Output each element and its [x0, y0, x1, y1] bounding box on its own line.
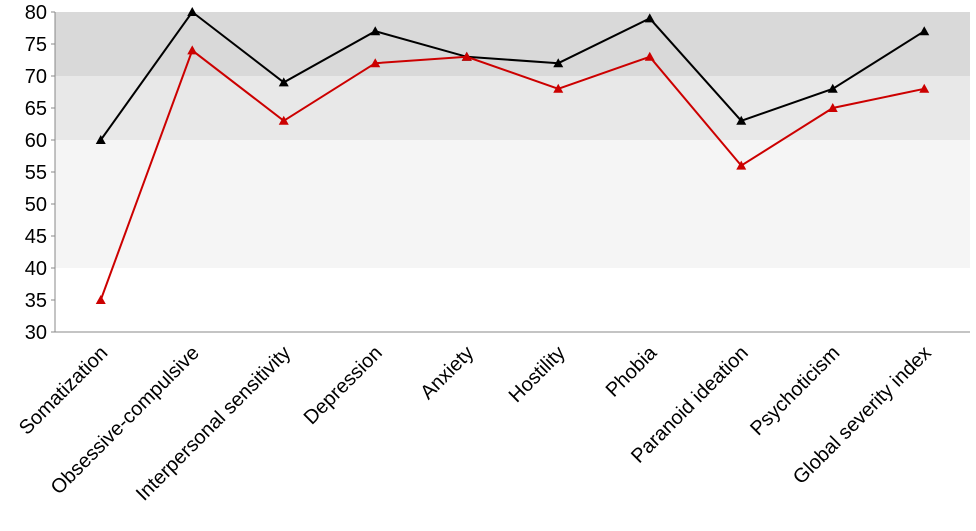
x-tick-label: Anxiety: [416, 342, 478, 404]
reference-band: [55, 76, 970, 140]
data-point: [919, 26, 930, 36]
y-tick-label: 55: [25, 162, 47, 184]
series-line: [99, 48, 925, 301]
data-point: [736, 115, 747, 125]
y-tick-label: 65: [25, 98, 47, 120]
data-point: [370, 26, 381, 36]
x-tick-label: Depression: [300, 342, 387, 429]
data-point: [95, 135, 106, 144]
y-tick-label: 50: [25, 194, 47, 216]
data-point: [644, 13, 655, 23]
data-point: [553, 58, 564, 68]
y-tick-label: 75: [25, 34, 47, 56]
y-tick-label: 80: [25, 2, 47, 24]
x-tick-label: Somatization: [15, 342, 112, 439]
x-tick-label: Phobia: [602, 341, 662, 401]
reference-band: [55, 140, 970, 268]
data-point: [827, 103, 838, 112]
data-point: [370, 58, 381, 68]
data-point: [644, 51, 655, 61]
series-line: [99, 10, 925, 141]
data-point: [278, 115, 289, 125]
data-point: [553, 83, 564, 93]
y-tick-label: 40: [25, 258, 47, 280]
data-point: [919, 83, 930, 93]
y-tick-label: 30: [25, 322, 47, 344]
x-tick-label: Interpersonal sensitivity: [132, 342, 295, 505]
x-tick-label: Hostility: [505, 342, 570, 407]
x-tick-label: Obsessive-compulsive: [47, 342, 204, 499]
data-point: [736, 160, 747, 170]
data-point: [461, 51, 472, 61]
data-point: [278, 77, 289, 87]
data-point: [187, 7, 198, 16]
reference-band: [55, 12, 970, 76]
y-tick-label: 60: [25, 130, 47, 152]
data-point: [95, 295, 106, 304]
y-tick-label: 35: [25, 290, 47, 312]
x-tick-label: Psychoticism: [746, 342, 844, 440]
data-point: [827, 83, 838, 93]
data-point: [187, 45, 198, 55]
y-tick-label: 70: [25, 66, 47, 88]
y-tick-label: 45: [25, 226, 47, 248]
